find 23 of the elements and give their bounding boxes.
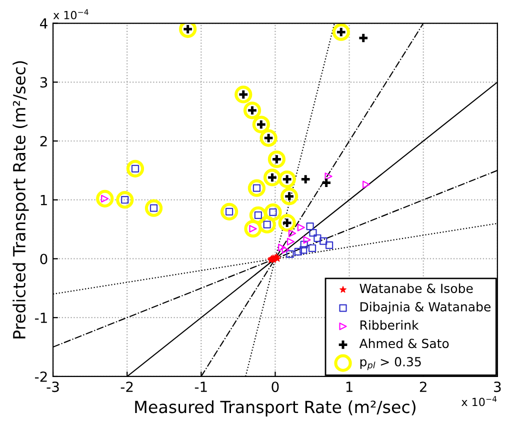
y-tick-label: -1: [34, 312, 47, 323]
y-axis-title: Predicted Transport Rate (m²/sec): [12, 61, 29, 338]
legend-label: Ahmed & Sato: [359, 338, 449, 348]
y-tick-label: -2: [34, 371, 47, 382]
legend-label: Watanabe & Isobe: [360, 283, 473, 294]
y-tick-label: 0: [40, 254, 48, 264]
text: x 10$^{−4}$: [462, 396, 497, 406]
x-tick-label: 2: [420, 382, 426, 392]
y-tick-label: 1: [40, 195, 47, 206]
legend-label: Dibajnia & Watanabe: [360, 302, 491, 314]
text: x 10$^{−4}$: [53, 9, 88, 20]
x-axis-title: Measured Transport Rate (m²/sec): [135, 400, 416, 416]
legend-label: p$_{pl}$ > 0.35: [360, 356, 421, 370]
x-tick-label: 3: [494, 382, 501, 392]
x-tick-label: 0: [272, 382, 279, 392]
x-tick-label: -3: [46, 382, 59, 392]
x-tick-label: -2: [120, 382, 133, 392]
y-tick-label: 4: [40, 18, 48, 29]
legend-label: Ribberink: [360, 320, 419, 330]
y-tick-label: 2: [40, 136, 47, 146]
y-tick-label: 3: [40, 77, 48, 88]
x-tick-label: 1: [346, 382, 352, 392]
x-tick-label: -1: [194, 382, 207, 392]
